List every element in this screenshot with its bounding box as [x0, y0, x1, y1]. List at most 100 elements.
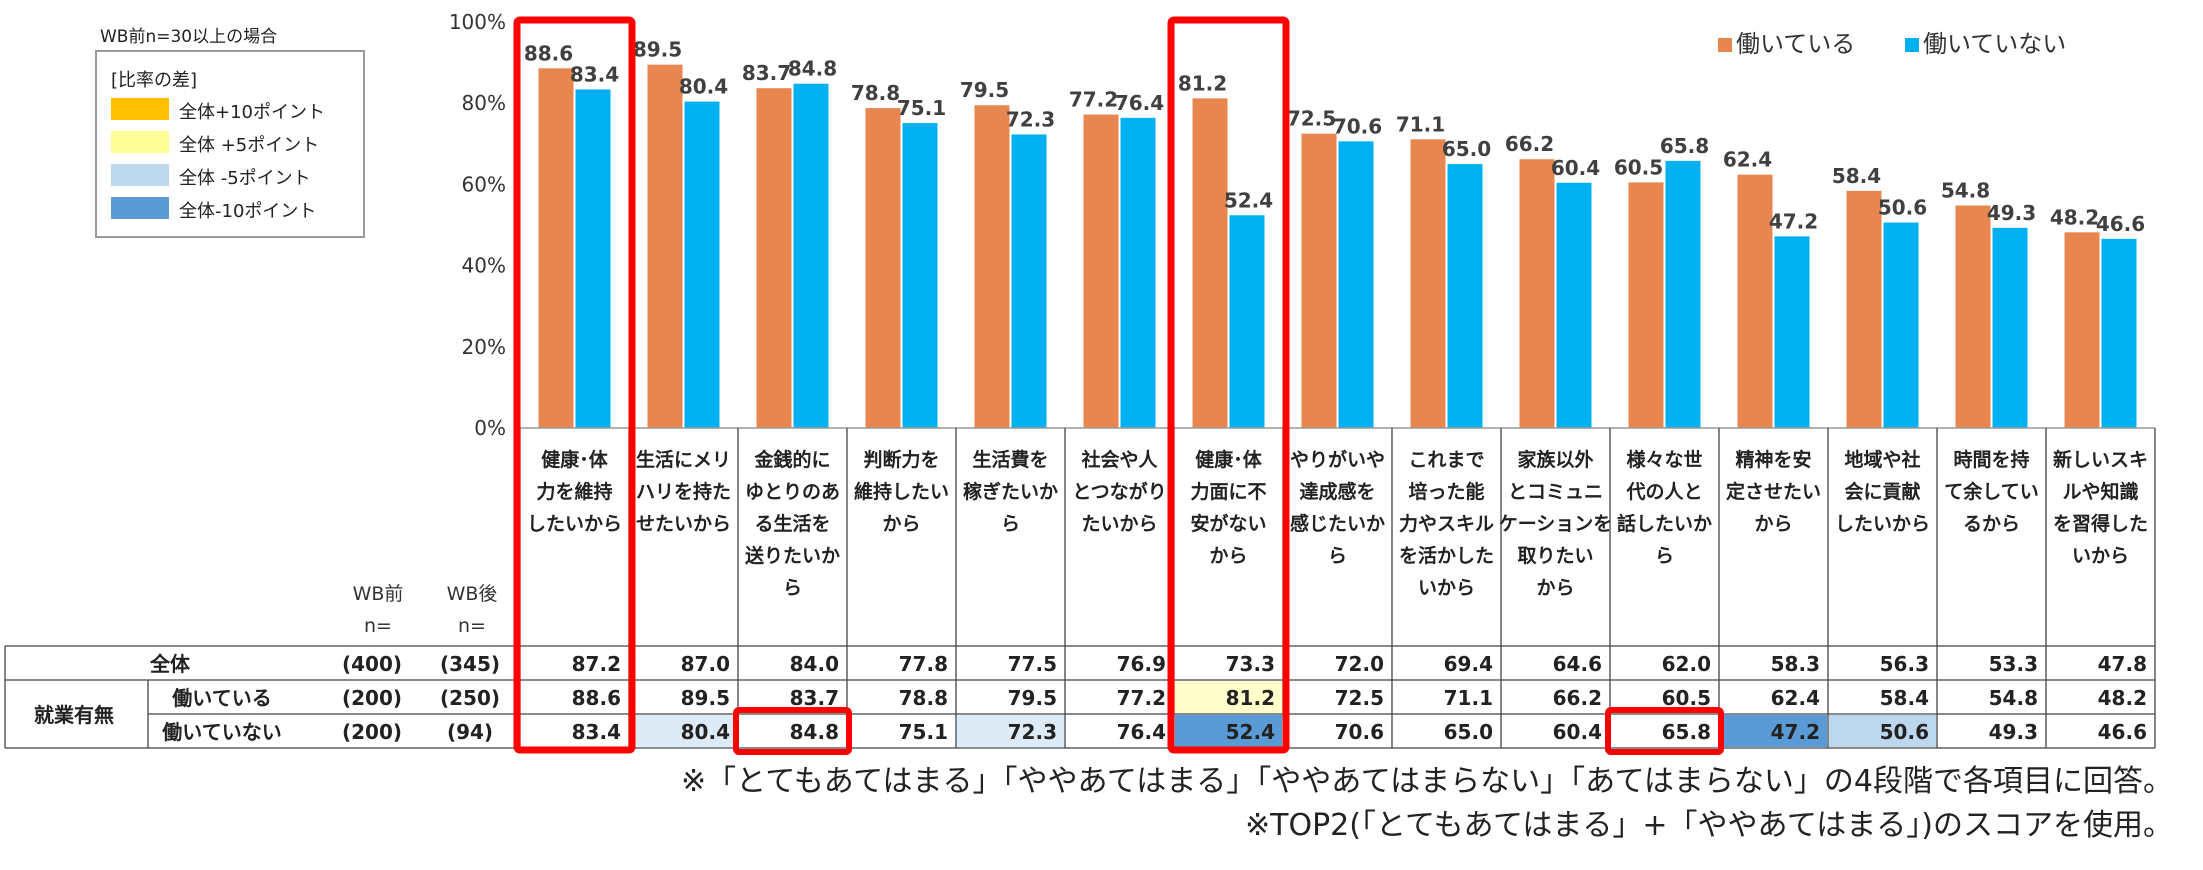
bar: [684, 101, 720, 429]
table-cell-value: 65.8: [1662, 720, 1711, 744]
highlight-column-box: [513, 16, 636, 754]
bar: [2101, 238, 2137, 428]
table-cell-value: 71.1: [1444, 686, 1493, 710]
data-label: 54.8: [1941, 179, 1990, 203]
category-label: 生活にメリハリを持たせたいから: [636, 448, 731, 535]
data-label: 75.1: [897, 96, 946, 120]
ratio-legend-item: 全体 +5ポイント: [111, 129, 351, 156]
table-cell-value: 62.4: [1771, 686, 1820, 710]
ratio-legend-label: 全体-10ポイント: [179, 201, 317, 222]
table-cell-value: 84.0: [790, 652, 839, 676]
table-cell-fill: [630, 715, 737, 747]
data-label: 76.4: [1115, 91, 1164, 115]
ratio-legend-label: 全体 +5ポイント: [179, 135, 320, 156]
table-cell-fill: [1175, 715, 1282, 747]
table-cell-value: 65.0: [1444, 720, 1493, 744]
table-cell-fill: [1175, 681, 1282, 713]
table-cell-value: 76.4: [1117, 720, 1166, 744]
data-label: 66.2: [1505, 132, 1554, 156]
data-label: 72.5: [1287, 107, 1336, 131]
table-cell-value: 53.3: [1989, 652, 2038, 676]
data-label: 65.8: [1660, 134, 1709, 158]
bar: [1338, 141, 1374, 428]
y-tick-label: 80%: [462, 91, 506, 115]
category-label: 様々な世代の人と話したいから: [1617, 448, 1712, 567]
bar: [1992, 227, 2028, 428]
bar: [647, 64, 683, 428]
data-label: 48.2: [2050, 205, 2099, 229]
footnote-scale: ※「とてもあてはまる」「ややあてはまる」「ややあてはまらない」「あてはまらない」…: [680, 764, 2173, 799]
table-cell-value: 70.6: [1335, 720, 1384, 744]
highlight-cell-box: [1605, 707, 1724, 755]
data-label: 58.4: [1832, 164, 1881, 188]
category-label: 地域や社会に貢献したいから: [1835, 448, 1930, 535]
data-label: 60.5: [1614, 155, 1663, 179]
category-label: 社会や人とつながりたいから: [1072, 448, 1166, 535]
bar: [865, 108, 901, 429]
table-cell-value: 73.3: [1226, 652, 1275, 676]
bar: [1774, 236, 1810, 428]
table-row-label: 全体: [149, 652, 191, 676]
table-header-wb-after: n=: [458, 615, 486, 637]
table-cell-value: 78.8: [899, 686, 948, 710]
bar: [1011, 134, 1047, 428]
table-cell-fill: [957, 715, 1064, 747]
category-label: 判断力を維持したいから: [854, 448, 949, 535]
table-row-label: 働いている: [171, 686, 271, 710]
table-cell-value: 84.8: [790, 720, 839, 744]
bar: [1737, 174, 1773, 428]
table-n-before: (400): [342, 652, 402, 676]
data-label: 72.3: [1006, 107, 1055, 131]
bar: [1955, 205, 1991, 428]
bar: [1410, 139, 1446, 429]
y-tick-label: 60%: [462, 172, 506, 196]
table-cell-value: 80.4: [681, 720, 730, 744]
footnotes: ※「とてもあてはまる」「ややあてはまる」「ややあてはまらない」「あてはまらない」…: [681, 760, 2173, 848]
bar: [1665, 160, 1701, 429]
bar: [2064, 232, 2100, 428]
footnote-top2: ※TOP2(「とてもあてはまる」+「ややあてはまる」)のスコアを使用。: [1245, 808, 2173, 843]
y-tick-label: 20%: [462, 335, 506, 359]
table-cell-value: 50.6: [1880, 720, 1929, 744]
data-label: 83.4: [570, 62, 619, 86]
table-group-label: 就業有無: [34, 703, 114, 727]
bar: [1883, 222, 1919, 428]
table-cell-value: 89.5: [681, 686, 730, 710]
data-label: 71.1: [1396, 112, 1445, 136]
ratio-legend-item: 全体-10ポイント: [111, 195, 351, 222]
data-label: 77.2: [1069, 88, 1118, 112]
table-n-after: (94): [447, 720, 493, 744]
ratio-legend-swatch: [111, 131, 169, 153]
category-label: 生活費を稼ぎたいから: [963, 448, 1058, 535]
category-label: 金銭的にゆとりのある生活を送りたいから: [745, 448, 840, 599]
data-label: 83.7: [742, 61, 791, 85]
data-label: 84.8: [788, 57, 837, 81]
data-label: 65.0: [1442, 137, 1491, 161]
table-cell-value: 46.6: [2098, 720, 2147, 744]
highlight-column-box: [1167, 16, 1290, 754]
y-tick-label: 100%: [449, 10, 506, 34]
data-label: 79.5: [960, 78, 1009, 102]
table-cell-value: 49.3: [1989, 720, 2038, 744]
table-cell-value: 60.5: [1662, 686, 1711, 710]
table-cell-fill: [1720, 715, 1827, 747]
table-cell-value: 72.3: [1008, 720, 1057, 744]
category-label: これまで培った能力やスキルを活かしたいから: [1399, 449, 1494, 599]
ratio-legend-label: 全体 -5ポイント: [179, 168, 311, 189]
bar: [1846, 190, 1882, 428]
legend-label: 働いている: [1736, 30, 1855, 58]
ratio-legend-swatch: [111, 197, 169, 219]
data-label: 80.4: [679, 75, 728, 99]
ratio-difference-legend: [比率の差] 全体+10ポイント 全体 +5ポイント 全体 -5ポイント 全体-…: [95, 50, 365, 238]
y-tick-label: 0%: [474, 416, 506, 440]
table-cell-value: 77.8: [899, 652, 948, 676]
table-header-wb-before: n=: [364, 615, 392, 637]
table-n-after: (345): [440, 652, 500, 676]
category-label: 家族以外とコミュニケーションを取りたいから: [1499, 448, 1613, 599]
bar: [1083, 114, 1119, 429]
category-label: 精神を安定させたいから: [1726, 448, 1821, 535]
table-cell-value: 47.2: [1771, 720, 1820, 744]
category-label: 時間を持て余しているから: [1944, 448, 2038, 535]
bar: [1192, 98, 1228, 428]
